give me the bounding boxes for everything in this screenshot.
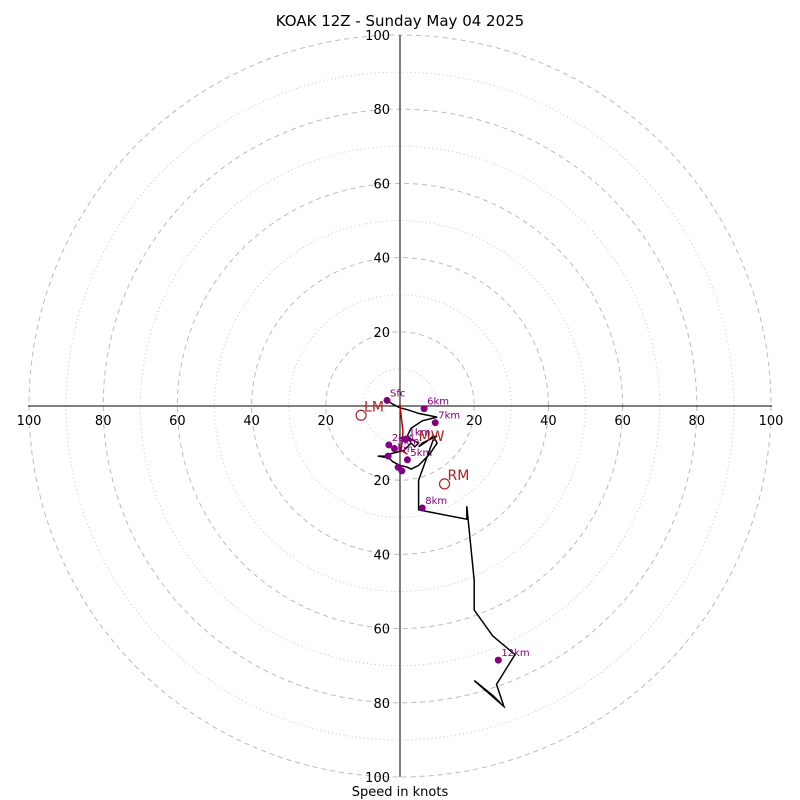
storm-motion-label: LM (364, 399, 384, 415)
height-marker-label: 1km (409, 427, 431, 438)
height-marker-label: 12km (501, 648, 529, 659)
height-marker-label: 7km (438, 411, 460, 422)
height-marker-label: 6km (427, 397, 449, 408)
height-marker (431, 419, 439, 427)
height-marker (420, 405, 428, 413)
y-tick-label: 20 (373, 326, 390, 341)
height-marker-label: 5km (410, 448, 432, 459)
y-tick-label: 40 (373, 548, 390, 563)
x-tick-label: 80 (689, 414, 706, 429)
tick-labels: 100 100 80 80 60 60 40 40 20 20 20 20 40 40 60 60 80 80 10… (17, 29, 784, 786)
x-tick-label: 20 (318, 414, 335, 429)
y-tick-label: 60 (373, 623, 390, 638)
height-marker-label: 4km (391, 444, 413, 455)
height-marker-label: 8km (425, 496, 447, 507)
hodograph-line (377, 399, 516, 709)
storm-motion-point (438, 478, 451, 490)
y-tick-label: 80 (373, 697, 390, 712)
x-axis-label: Speed in knots (352, 785, 449, 800)
chart-title: KOAK 12Z - Sunday May 04 2025 (276, 12, 524, 30)
height-markers: Sfc6km7km2km3km1km4km5km8km12km (383, 388, 530, 664)
storm-motion-layer: LM RM MW (355, 399, 470, 490)
height-marker (383, 396, 391, 404)
y-tick-label: 100 (365, 29, 390, 44)
height-marker (384, 452, 392, 460)
y-tick-label: 40 (373, 252, 390, 267)
height-marker (390, 445, 398, 453)
height-marker (494, 656, 502, 664)
y-tick-label: 80 (373, 103, 390, 118)
height-marker (402, 435, 410, 443)
height-marker (403, 456, 411, 464)
y-tick-label: 100 (365, 771, 390, 786)
x-tick-label: 60 (169, 414, 186, 429)
y-tick-label: 20 (373, 474, 390, 489)
height-marker-label: 3km (397, 437, 419, 448)
hodograph-trace (377, 399, 516, 709)
x-tick-label: 100 (759, 414, 784, 429)
x-tick-label: 60 (614, 414, 631, 429)
x-tick-label: 40 (243, 414, 260, 429)
height-marker (418, 504, 426, 512)
x-tick-label: 20 (466, 414, 483, 429)
x-tick-label: 100 (17, 414, 42, 429)
x-tick-label: 80 (95, 414, 112, 429)
x-tick-label: 40 (540, 414, 557, 429)
storm-motion-line (399, 405, 408, 455)
height-marker (398, 467, 406, 475)
storm-motion-point (355, 409, 367, 421)
storm-motion-label: RM (448, 468, 470, 484)
height-marker-label: Sfc (390, 388, 405, 399)
height-marker (385, 441, 393, 449)
y-tick-label: 60 (373, 177, 390, 192)
mean-wind-label: MW (419, 429, 445, 445)
